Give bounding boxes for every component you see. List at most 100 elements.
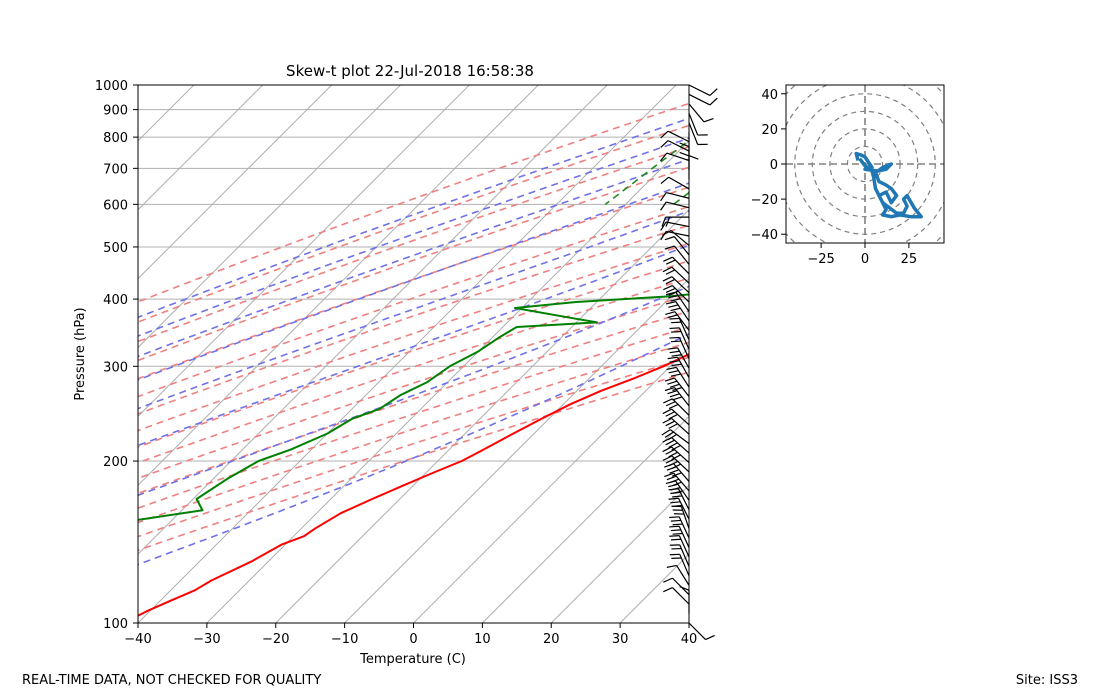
wind-barb-flag bbox=[667, 314, 678, 319]
isotherm-line bbox=[138, 85, 539, 486]
wind-barb-flag bbox=[662, 408, 672, 415]
wind-barb-flag bbox=[666, 564, 677, 568]
wind-barb bbox=[660, 176, 690, 190]
wind-barb-flag bbox=[665, 411, 675, 417]
hodo-x-tick-label: 25 bbox=[901, 252, 918, 267]
isotherm-line bbox=[206, 140, 689, 623]
wind-barb-flag bbox=[669, 516, 680, 519]
isotherm-line bbox=[688, 622, 689, 623]
wind-barb-flag bbox=[669, 317, 680, 320]
wind-barb bbox=[667, 356, 690, 378]
wind-barb-flag bbox=[671, 454, 681, 461]
wind-barb-staff bbox=[688, 622, 706, 640]
x-tick-label: 20 bbox=[543, 632, 560, 647]
isotherm-line bbox=[344, 277, 689, 623]
wind-barb-flag bbox=[667, 356, 678, 360]
wind-barb bbox=[662, 408, 690, 426]
wind-barb bbox=[660, 152, 690, 162]
wind-barb-flag bbox=[669, 350, 680, 354]
dry-adiabat bbox=[138, 224, 689, 415]
wind-barb-flag bbox=[665, 420, 675, 427]
dewpoint-line bbox=[138, 293, 689, 521]
wind-barb-staff bbox=[666, 192, 690, 199]
wind-barb bbox=[664, 245, 690, 265]
wind-barb bbox=[664, 463, 690, 482]
wind-barb-flag bbox=[670, 538, 682, 541]
x-tick-label: −30 bbox=[193, 632, 220, 647]
wind-barb bbox=[666, 366, 690, 388]
wind-barb-staff bbox=[667, 140, 690, 152]
wind-barb bbox=[669, 553, 690, 577]
mixing-ratio-line bbox=[981, 85, 1100, 204]
wind-barb bbox=[662, 276, 690, 294]
x-tick-label: 10 bbox=[474, 632, 491, 647]
wind-barb-staff bbox=[688, 84, 711, 97]
wind-barb-flag bbox=[679, 151, 690, 157]
wind-barb-flag bbox=[679, 586, 690, 591]
mixing-ratio-line bbox=[729, 85, 892, 204]
wind-barb-flag bbox=[660, 130, 669, 139]
wind-barb bbox=[688, 103, 714, 123]
moist-adiabat bbox=[138, 137, 689, 337]
wind-barb-flag bbox=[668, 403, 679, 410]
isotherm-line bbox=[482, 415, 689, 623]
wind-barb bbox=[662, 436, 690, 454]
wind-barb-staff bbox=[666, 201, 690, 209]
y-tick-label: 200 bbox=[103, 455, 128, 470]
wind-barb-flag bbox=[664, 377, 675, 382]
wind-barb bbox=[666, 564, 690, 586]
wind-barb-flag bbox=[664, 245, 675, 250]
wind-barb-staff bbox=[670, 230, 690, 246]
isotherm-line bbox=[275, 209, 689, 623]
isotherm-line bbox=[138, 85, 470, 418]
wind-barb-flag bbox=[668, 423, 678, 429]
chart-title: Skew-t plot 22-Jul-2018 16:58:38 bbox=[286, 62, 534, 80]
wind-barb-flag bbox=[669, 535, 680, 537]
wind-barb-flag bbox=[668, 483, 679, 488]
wind-barb-staff bbox=[672, 587, 690, 605]
wind-barb bbox=[664, 236, 690, 256]
wind-barb-staff bbox=[688, 93, 711, 106]
y-tick-label: 700 bbox=[103, 162, 128, 177]
wind-barb-flag bbox=[661, 429, 671, 436]
hodo-x-tick-label: −25 bbox=[807, 252, 834, 267]
wind-barb-flag bbox=[679, 142, 690, 148]
mixing-ratio-line bbox=[893, 85, 1066, 204]
moist-adiabat bbox=[138, 210, 689, 410]
wind-barb-flag bbox=[663, 398, 673, 404]
wind-barb bbox=[669, 317, 690, 341]
wind-barb-flag bbox=[668, 294, 679, 299]
wind-barb-flag bbox=[669, 525, 680, 528]
wind-barb-flag bbox=[668, 370, 679, 374]
wind-barb-flag bbox=[665, 278, 676, 285]
dry-adiabat bbox=[138, 293, 689, 480]
wind-barb-flag bbox=[669, 383, 680, 388]
wind-barb bbox=[663, 256, 690, 275]
wind-barb bbox=[660, 230, 690, 241]
dry-adiabat bbox=[138, 145, 689, 343]
wind-barb-staff bbox=[673, 236, 690, 256]
wind-barb-flag bbox=[664, 386, 675, 392]
isotherm-line bbox=[413, 346, 689, 623]
wind-barb-flag bbox=[660, 140, 669, 148]
y-tick-label: 600 bbox=[103, 198, 128, 213]
wind-barb-flag bbox=[660, 201, 667, 211]
moist-adiabat bbox=[138, 333, 689, 566]
wind-barb bbox=[668, 497, 690, 520]
skewt-y-axis: 100 200 300 400 500 600 700 800 900 1000 bbox=[95, 79, 138, 632]
wind-barb-flag bbox=[663, 587, 673, 593]
wind-barb-staff bbox=[688, 113, 699, 136]
wind-barb-flag bbox=[668, 304, 679, 308]
wind-barb-flag bbox=[662, 266, 673, 273]
wind-barb-flag bbox=[669, 360, 680, 363]
wind-barb-flag bbox=[665, 449, 675, 455]
wind-barb-flag bbox=[671, 472, 682, 477]
wind-barb bbox=[688, 622, 715, 641]
wind-barb bbox=[664, 377, 690, 397]
skewt-grid bbox=[138, 85, 1100, 623]
wind-barb-flag bbox=[668, 413, 678, 420]
isotherm-line bbox=[550, 484, 689, 623]
wind-barb-flag bbox=[665, 287, 676, 294]
wind-barb bbox=[669, 327, 690, 350]
wind-barb-flag bbox=[666, 475, 677, 481]
